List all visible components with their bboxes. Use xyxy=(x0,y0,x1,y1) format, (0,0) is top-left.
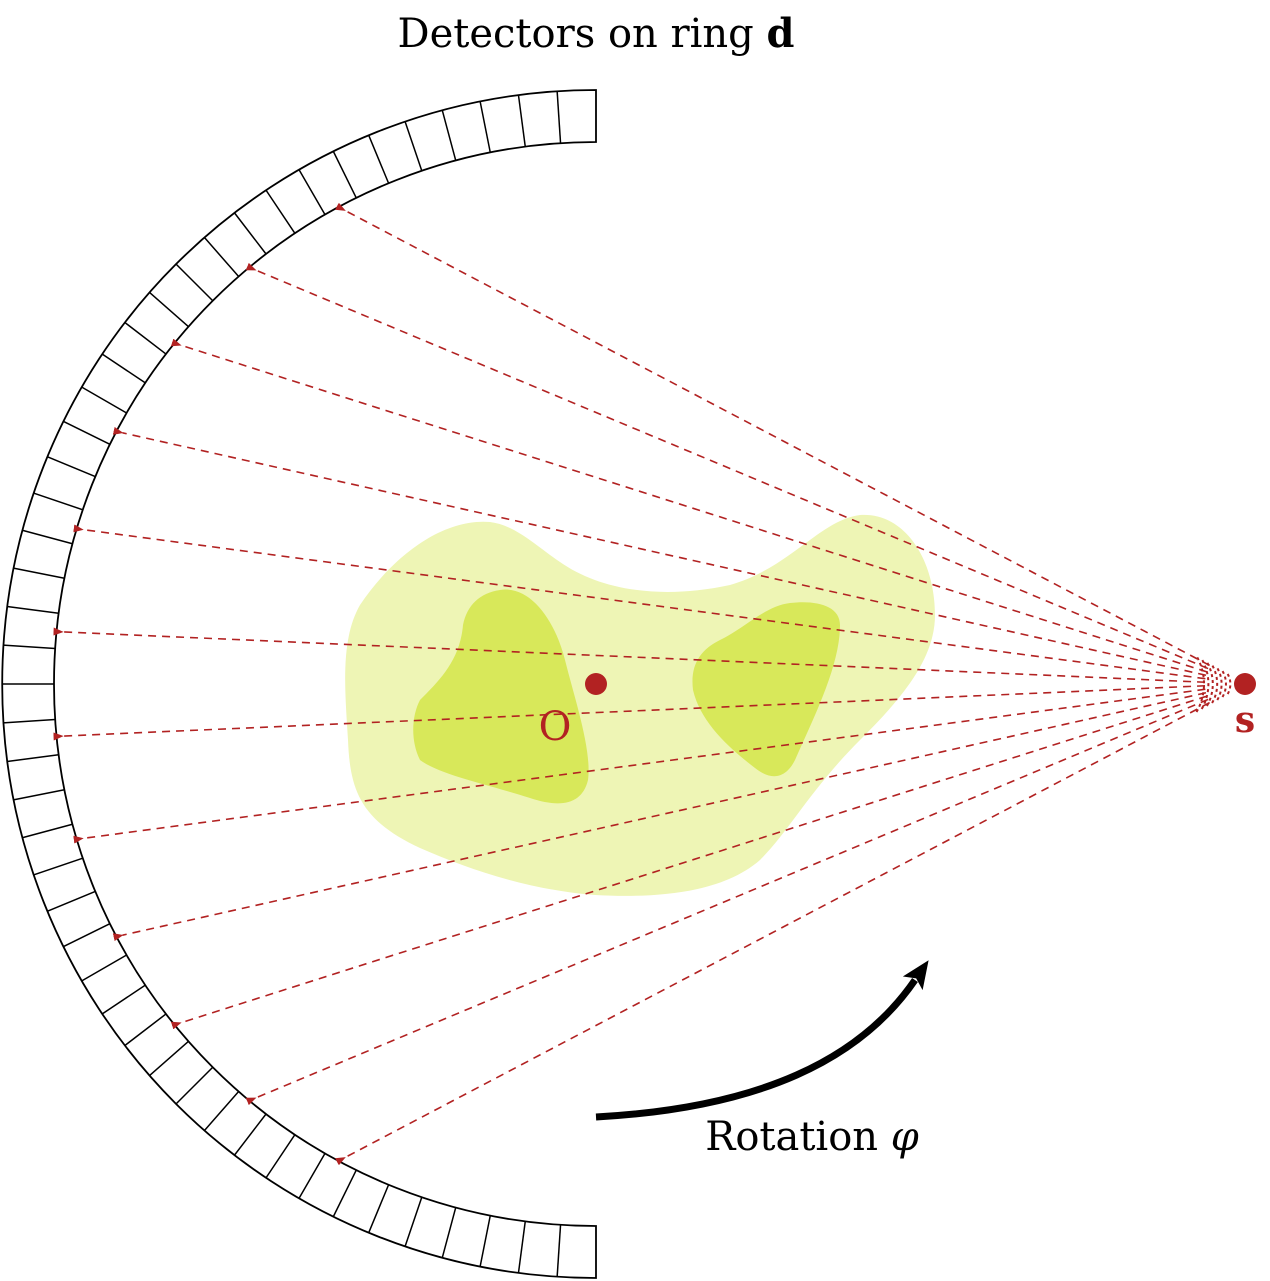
ray-line xyxy=(112,691,1207,942)
detector-cell-divider xyxy=(479,101,491,153)
detector-cell-divider xyxy=(517,94,526,147)
detector-cell-divider xyxy=(332,150,357,199)
detector-cell-divider xyxy=(265,189,296,234)
ray-line xyxy=(73,524,1206,680)
ray-line xyxy=(73,688,1206,844)
source-point xyxy=(1234,673,1256,695)
detector-cell-divider xyxy=(298,1153,326,1199)
source-emission-arc xyxy=(1221,670,1227,698)
rotation-symbol: φ xyxy=(891,1114,919,1160)
detector-cell-divider xyxy=(556,91,562,144)
detector-cell-divider xyxy=(3,644,56,650)
detector-cell-divider xyxy=(265,1134,296,1179)
source-emission-arc xyxy=(1226,673,1232,695)
detector-cell-divider xyxy=(22,823,73,839)
ray-line xyxy=(53,684,1206,741)
detector-cell-divider xyxy=(62,923,111,948)
detector-cell-divider xyxy=(101,353,146,384)
detector-cell-divider xyxy=(81,954,127,982)
detector-cell-divider xyxy=(81,386,127,414)
detector-cell-divider xyxy=(441,1207,457,1258)
detector-cell-divider xyxy=(33,492,84,511)
ray-line xyxy=(335,202,1210,667)
diagram-title-bold: d xyxy=(767,10,795,57)
detector-cell-divider xyxy=(13,789,65,801)
detector-cell-divider xyxy=(33,857,84,876)
detector-cell-divider xyxy=(332,1169,357,1218)
detector-cell-divider xyxy=(13,567,65,579)
diagram-title-prefix: Detectors on ring xyxy=(398,11,767,57)
rotation-arrow xyxy=(595,960,929,1121)
detector-cell-divider xyxy=(62,420,111,445)
detector-cell-divider xyxy=(298,169,326,215)
detector-cell-divider xyxy=(233,212,267,255)
detector-cell-divider xyxy=(517,1221,526,1274)
detector-cell-divider xyxy=(148,1040,189,1077)
detector-cell-divider xyxy=(124,321,167,355)
diagram-title: Detectors on ring d xyxy=(398,10,795,57)
ray-line xyxy=(335,701,1210,1166)
origin-point xyxy=(585,673,607,695)
inner-object-region-right xyxy=(692,602,840,777)
ray-line xyxy=(245,698,1209,1106)
detector-cell-divider xyxy=(101,984,146,1015)
detector-cell-divider xyxy=(367,134,390,184)
rotation-label: Rotation φ xyxy=(705,1114,919,1160)
ray-line xyxy=(53,627,1206,684)
detector-cell-divider xyxy=(404,121,423,172)
detector-cell-divider xyxy=(22,529,73,545)
detector-cell-divider xyxy=(3,718,56,724)
detector-cell-divider xyxy=(233,1113,267,1156)
source-label: s xyxy=(1235,699,1255,741)
detector-ring-outline xyxy=(1,89,597,1279)
detector-cell-divider xyxy=(6,605,59,614)
ray-line xyxy=(112,426,1207,677)
detector-cell-divider xyxy=(175,1066,214,1105)
detector-cell-divider xyxy=(556,1224,562,1277)
source-emission-arc xyxy=(1216,667,1223,701)
ray-line xyxy=(170,338,1208,673)
inner-object-region-left xyxy=(413,589,589,804)
detector-cell-divider xyxy=(124,1013,167,1047)
source-emission-arc xyxy=(1195,655,1206,713)
source-emission-arc xyxy=(1211,664,1219,704)
source-emission-arc xyxy=(1200,658,1210,710)
detector-ring xyxy=(1,89,597,1279)
detector-cell-divider xyxy=(479,1215,491,1267)
detector-cell-divider xyxy=(46,455,96,478)
detector-cell-divider xyxy=(203,1091,240,1132)
detector-cell-divider xyxy=(203,236,240,277)
detector-cell-divider xyxy=(404,1196,423,1247)
detector-cell-divider xyxy=(367,1184,390,1234)
ray-fan xyxy=(53,202,1210,1166)
rotation-label-text: Rotation xyxy=(705,1114,891,1160)
detector-cell-divider xyxy=(441,110,457,161)
origin-label: O xyxy=(539,704,572,750)
ray-line xyxy=(245,262,1209,670)
source-emission-arcs xyxy=(1195,655,1232,713)
detector-cell-divider xyxy=(6,754,59,763)
detector-cell-divider xyxy=(46,890,96,913)
ray-line xyxy=(170,695,1208,1030)
detector-cell-divider xyxy=(175,263,214,302)
detector-cell-divider xyxy=(148,291,189,328)
